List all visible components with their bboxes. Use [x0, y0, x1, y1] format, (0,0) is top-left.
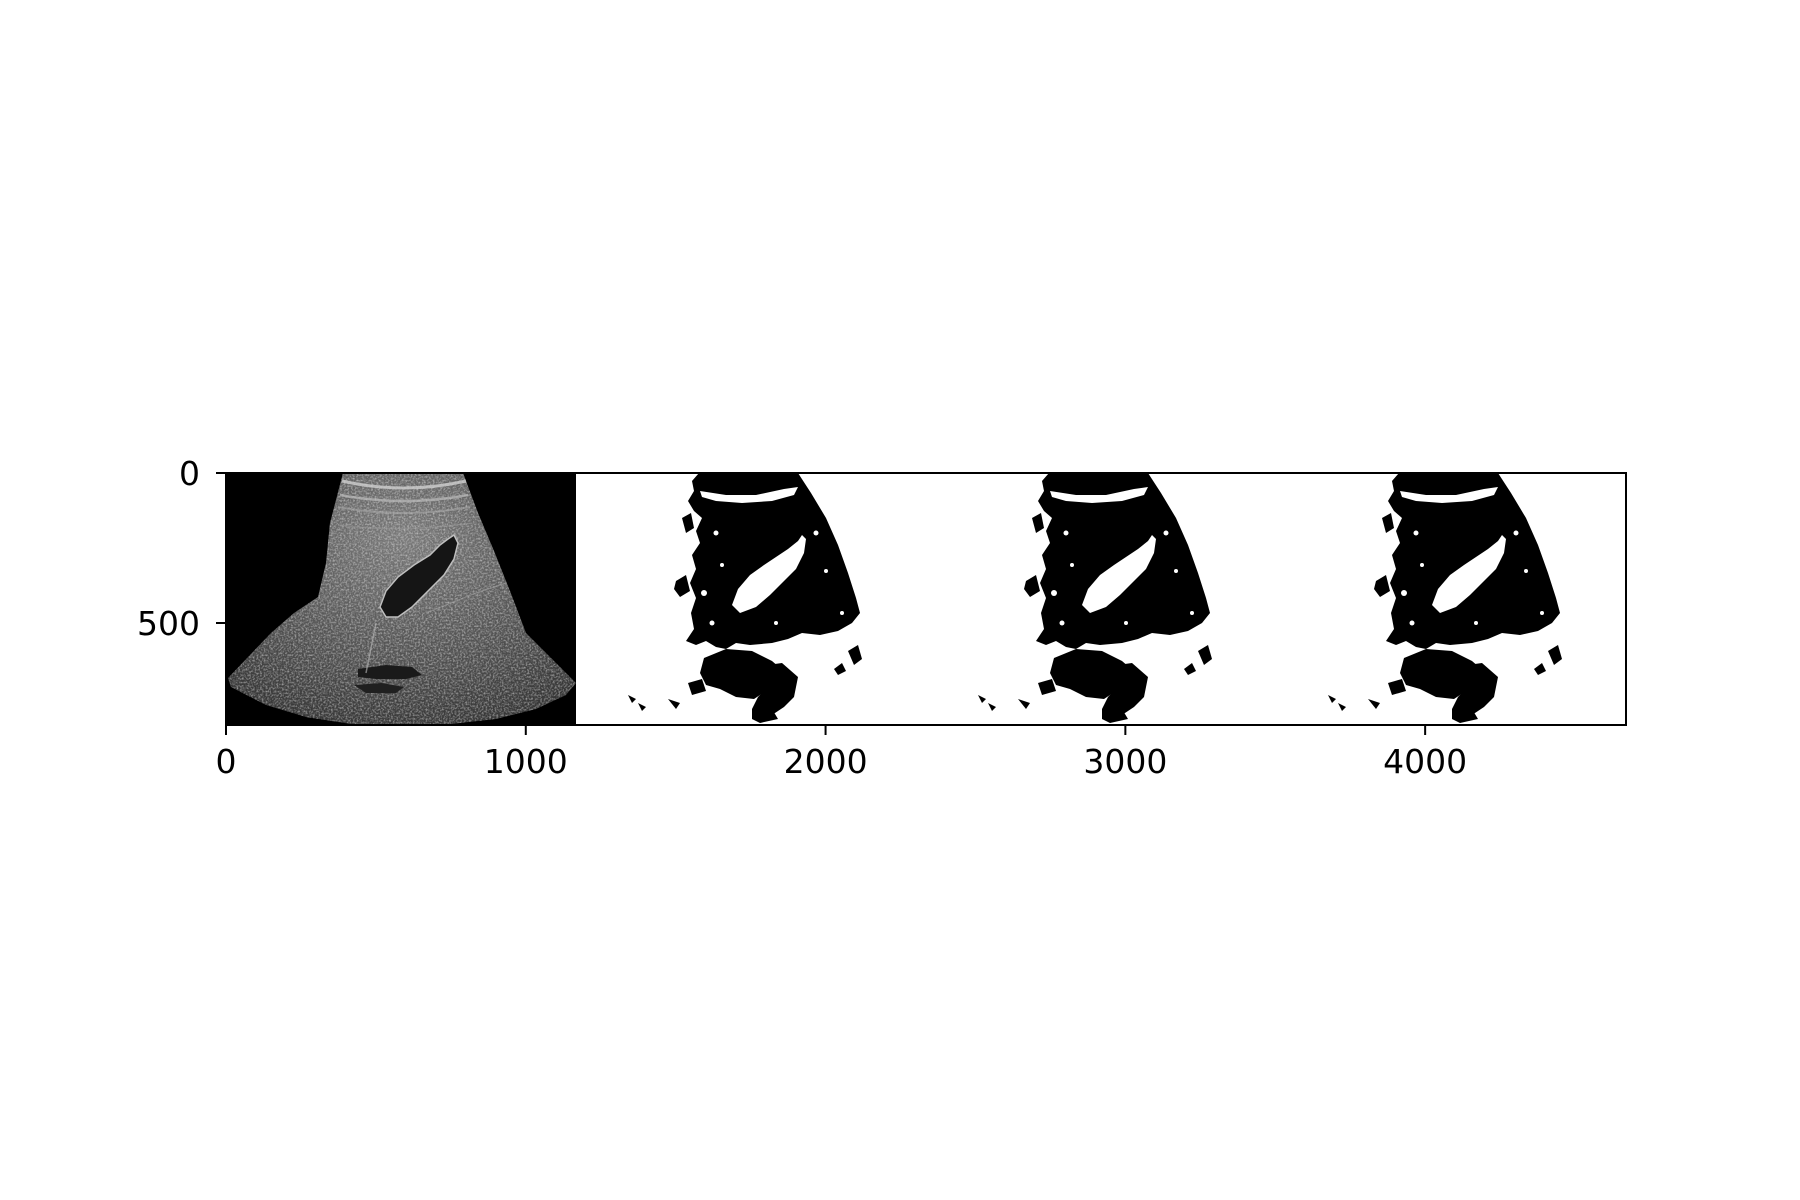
x-tick-label: 4000 [1383, 742, 1467, 781]
x-tick-label: 3000 [1083, 742, 1167, 781]
x-tick-label: 0 [216, 742, 237, 781]
mask-panel-2 [926, 473, 1276, 725]
x-tick-label: 2000 [784, 742, 868, 781]
mask-panel-1 [576, 473, 926, 725]
y-axis: 0 500 [137, 454, 226, 643]
x-tick-label: 1000 [484, 742, 568, 781]
y-tick-label: 500 [137, 604, 200, 643]
axes: 0 1000 2000 3000 4000 0 500 [137, 454, 1627, 781]
axes-frame [225, 472, 1627, 726]
x-axis: 0 1000 2000 3000 4000 [216, 725, 1467, 781]
mask-panel-3 [1276, 473, 1626, 725]
ultrasound-image [226, 473, 576, 725]
y-tick-label: 0 [179, 454, 200, 493]
